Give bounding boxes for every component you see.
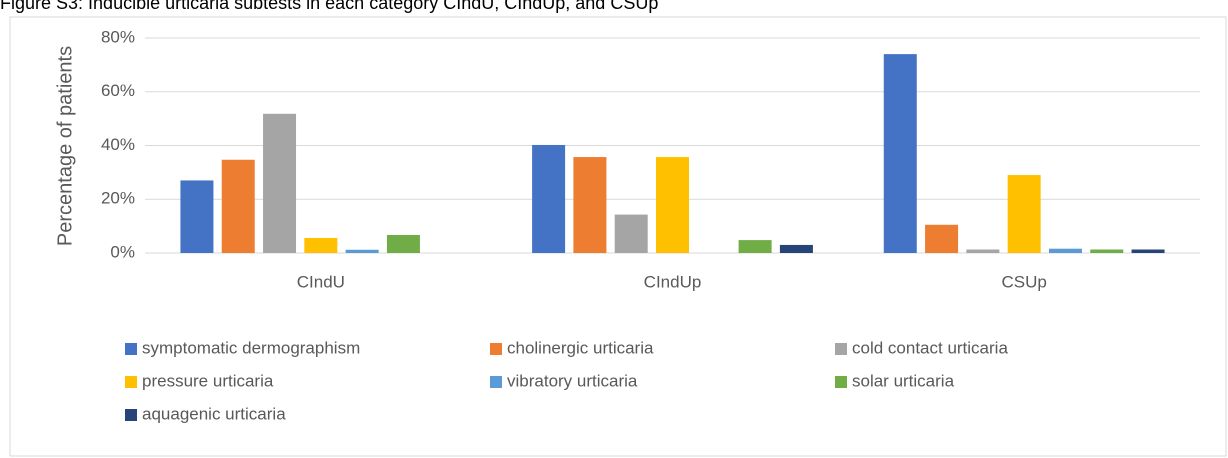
bar [221, 159, 255, 253]
bar [614, 214, 648, 253]
bar [573, 157, 607, 253]
bar [304, 237, 338, 253]
legend-swatch [490, 376, 502, 388]
bar [966, 249, 1000, 253]
bar [1131, 249, 1165, 253]
bar [532, 144, 566, 253]
x-tick-label: CSUp [1001, 272, 1046, 291]
bar [263, 113, 297, 253]
x-tick-label: CIndUp [644, 272, 702, 291]
bar [180, 180, 214, 253]
chart-title: Figure S3: Inducible urticaria subtests … [0, 0, 658, 13]
bar [656, 157, 689, 253]
legend-label: vibratory urticaria [507, 371, 638, 390]
y-tick-label: 20% [101, 189, 135, 208]
y-tick-label: 80% [101, 27, 135, 46]
y-tick-label: 60% [101, 81, 135, 100]
bar [779, 244, 813, 253]
x-tick-label: CIndU [297, 272, 345, 291]
legend-swatch [490, 343, 502, 355]
legend-label: solar urticaria [852, 371, 955, 390]
bar [1090, 249, 1124, 253]
legend-swatch [835, 343, 847, 355]
bar [883, 54, 917, 253]
bar [345, 249, 379, 253]
y-axis-label: Percentage of patients [54, 46, 76, 246]
legend-label: pressure urticaria [142, 371, 274, 390]
bar [925, 224, 959, 253]
y-tick-label: 40% [101, 135, 135, 154]
legend-label: cholinergic urticaria [507, 338, 654, 357]
legend-label: symptomatic dermographism [142, 338, 360, 357]
legend-swatch [125, 409, 137, 421]
chart-border [9, 16, 1227, 457]
legend-swatch [125, 376, 137, 388]
bar [386, 234, 420, 253]
legend-swatch [125, 343, 137, 355]
bar [1007, 175, 1041, 253]
legend-label: aquagenic urticaria [142, 404, 286, 423]
bar [738, 240, 772, 253]
y-tick-label: 0% [110, 242, 135, 261]
legend-label: cold contact urticaria [852, 338, 1008, 357]
legend-swatch [835, 376, 847, 388]
bar [1048, 248, 1082, 253]
